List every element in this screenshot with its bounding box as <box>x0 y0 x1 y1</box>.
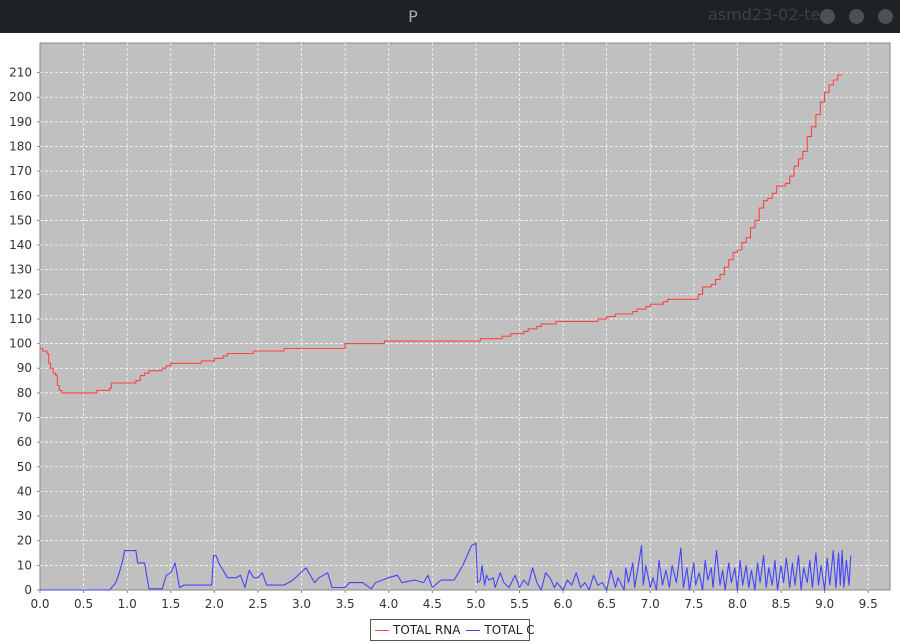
y-tick-label: 120 <box>9 287 32 301</box>
y-tick-label: 160 <box>9 189 32 203</box>
x-tick-label: 5.5 <box>510 597 529 611</box>
close-icon[interactable] <box>878 9 893 24</box>
x-tick-label: 7.5 <box>684 597 703 611</box>
y-tick-label: 190 <box>9 115 32 129</box>
y-tick-label: 20 <box>17 534 32 548</box>
line-chart: 0 10 20 30 40 50 60 70 80 90 100 110 120 130 140 150 160… <box>9 42 891 611</box>
x-tick-label: 1.0 <box>118 597 137 611</box>
legend-swatch-c <box>466 629 481 631</box>
y-tick-label: 100 <box>9 337 32 351</box>
y-tick-label: 10 <box>17 558 32 572</box>
x-tick-label: 0.0 <box>30 597 49 611</box>
x-tick-label: 1.5 <box>161 597 180 611</box>
y-tick-label: 170 <box>9 164 32 178</box>
legend-item-rna: TOTAL RNA <box>375 623 460 637</box>
y-tick-label: 50 <box>17 460 32 474</box>
x-tick-label: 3.0 <box>292 597 311 611</box>
legend-label-c: TOTAL C <box>484 623 535 637</box>
x-tick-label: 5.0 <box>466 597 485 611</box>
x-tick-label: 6.0 <box>554 597 573 611</box>
legend-item-c: TOTAL C <box>466 623 535 637</box>
legend-label-rna: TOTAL RNA <box>393 623 461 637</box>
y-tick-label: 110 <box>9 312 32 326</box>
window-title-ghost: asmd23-02-te... <box>708 5 836 24</box>
y-tick-label: 130 <box>9 263 32 277</box>
y-tick-label: 0 <box>24 583 32 597</box>
minimize-icon[interactable] <box>820 9 835 24</box>
legend-swatch-rna <box>375 629 389 631</box>
x-tick-label: 0.5 <box>74 597 93 611</box>
y-tick-label: 60 <box>17 435 32 449</box>
x-tick-label: 2.5 <box>248 597 267 611</box>
y-tick-label: 40 <box>17 484 32 498</box>
chart-legend: TOTAL RNA TOTAL C <box>370 619 535 641</box>
maximize-icon[interactable] <box>849 9 864 24</box>
y-tick-label: 210 <box>9 66 32 80</box>
series-line-total-rna <box>40 74 843 394</box>
y-tick-label: 180 <box>9 139 32 153</box>
y-tick-label: 140 <box>9 238 32 252</box>
x-tick-label: 4.0 <box>379 597 398 611</box>
x-tick-label: 8.5 <box>771 597 790 611</box>
y-tick-label: 70 <box>17 411 32 425</box>
series-line-total-c <box>40 542 852 591</box>
x-tick-label: 7.0 <box>641 597 660 611</box>
x-tick-label: 4.5 <box>423 597 442 611</box>
x-tick-label: 2.0 <box>205 597 224 611</box>
y-tick-label: 80 <box>17 386 32 400</box>
window-title: P <box>408 7 418 26</box>
y-tick-label: 200 <box>9 90 32 104</box>
y-tick-label: 30 <box>17 509 32 523</box>
plot-area <box>39 42 891 591</box>
x-tick-label: 6.5 <box>597 597 616 611</box>
x-tick-label: 8.0 <box>728 597 747 611</box>
y-tick-label: 150 <box>9 213 32 227</box>
x-tick-label: 9.5 <box>859 597 878 611</box>
y-tick-label: 90 <box>17 361 32 375</box>
window-titlebar[interactable]: P asmd23-02-te... <box>0 0 900 33</box>
x-tick-label: 9.0 <box>815 597 834 611</box>
x-tick-label: 3.5 <box>336 597 355 611</box>
